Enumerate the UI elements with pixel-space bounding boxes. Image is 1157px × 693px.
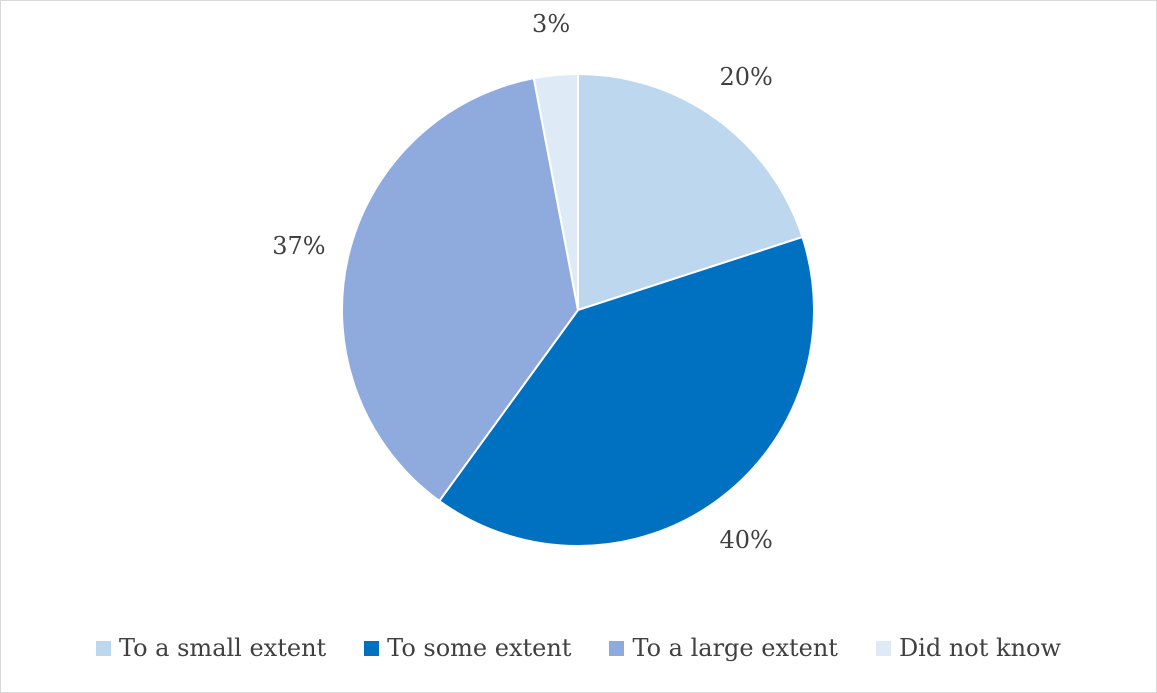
legend-swatch: [609, 640, 625, 656]
legend-swatch: [364, 640, 380, 656]
legend-item-to-a-large-extent: To a large extent: [609, 634, 838, 662]
legend-swatch: [95, 640, 111, 656]
pie-slice-to-some-extent: [437, 235, 815, 547]
data-label-to-a-small-extent: 20%: [719, 63, 772, 91]
legend-item-to-some-extent: To some extent: [364, 634, 571, 662]
data-label-to-a-large-extent: 37%: [272, 232, 325, 260]
legend-label: To a small extent: [118, 634, 327, 662]
legend-item-to-a-small-extent: To a small extent: [95, 634, 327, 662]
pie-slice-to-a-large-extent: [341, 77, 580, 503]
legend-label: To a large extent: [632, 634, 838, 662]
data-label-did-not-know: 3%: [532, 10, 570, 38]
pie-slice-to-a-small-extent: [577, 72, 804, 312]
pie-slice-did-not-know: [532, 72, 579, 311]
legend-swatch: [875, 640, 891, 656]
data-label-to-some-extent: 40%: [719, 526, 772, 554]
legend-item-did-not-know: Did not know: [875, 634, 1062, 662]
legend-label: To some extent: [387, 634, 572, 662]
legend-label: Did not know: [898, 634, 1062, 662]
chart-legend: To a small extent To some extent To a larg…: [0, 628, 1157, 668]
